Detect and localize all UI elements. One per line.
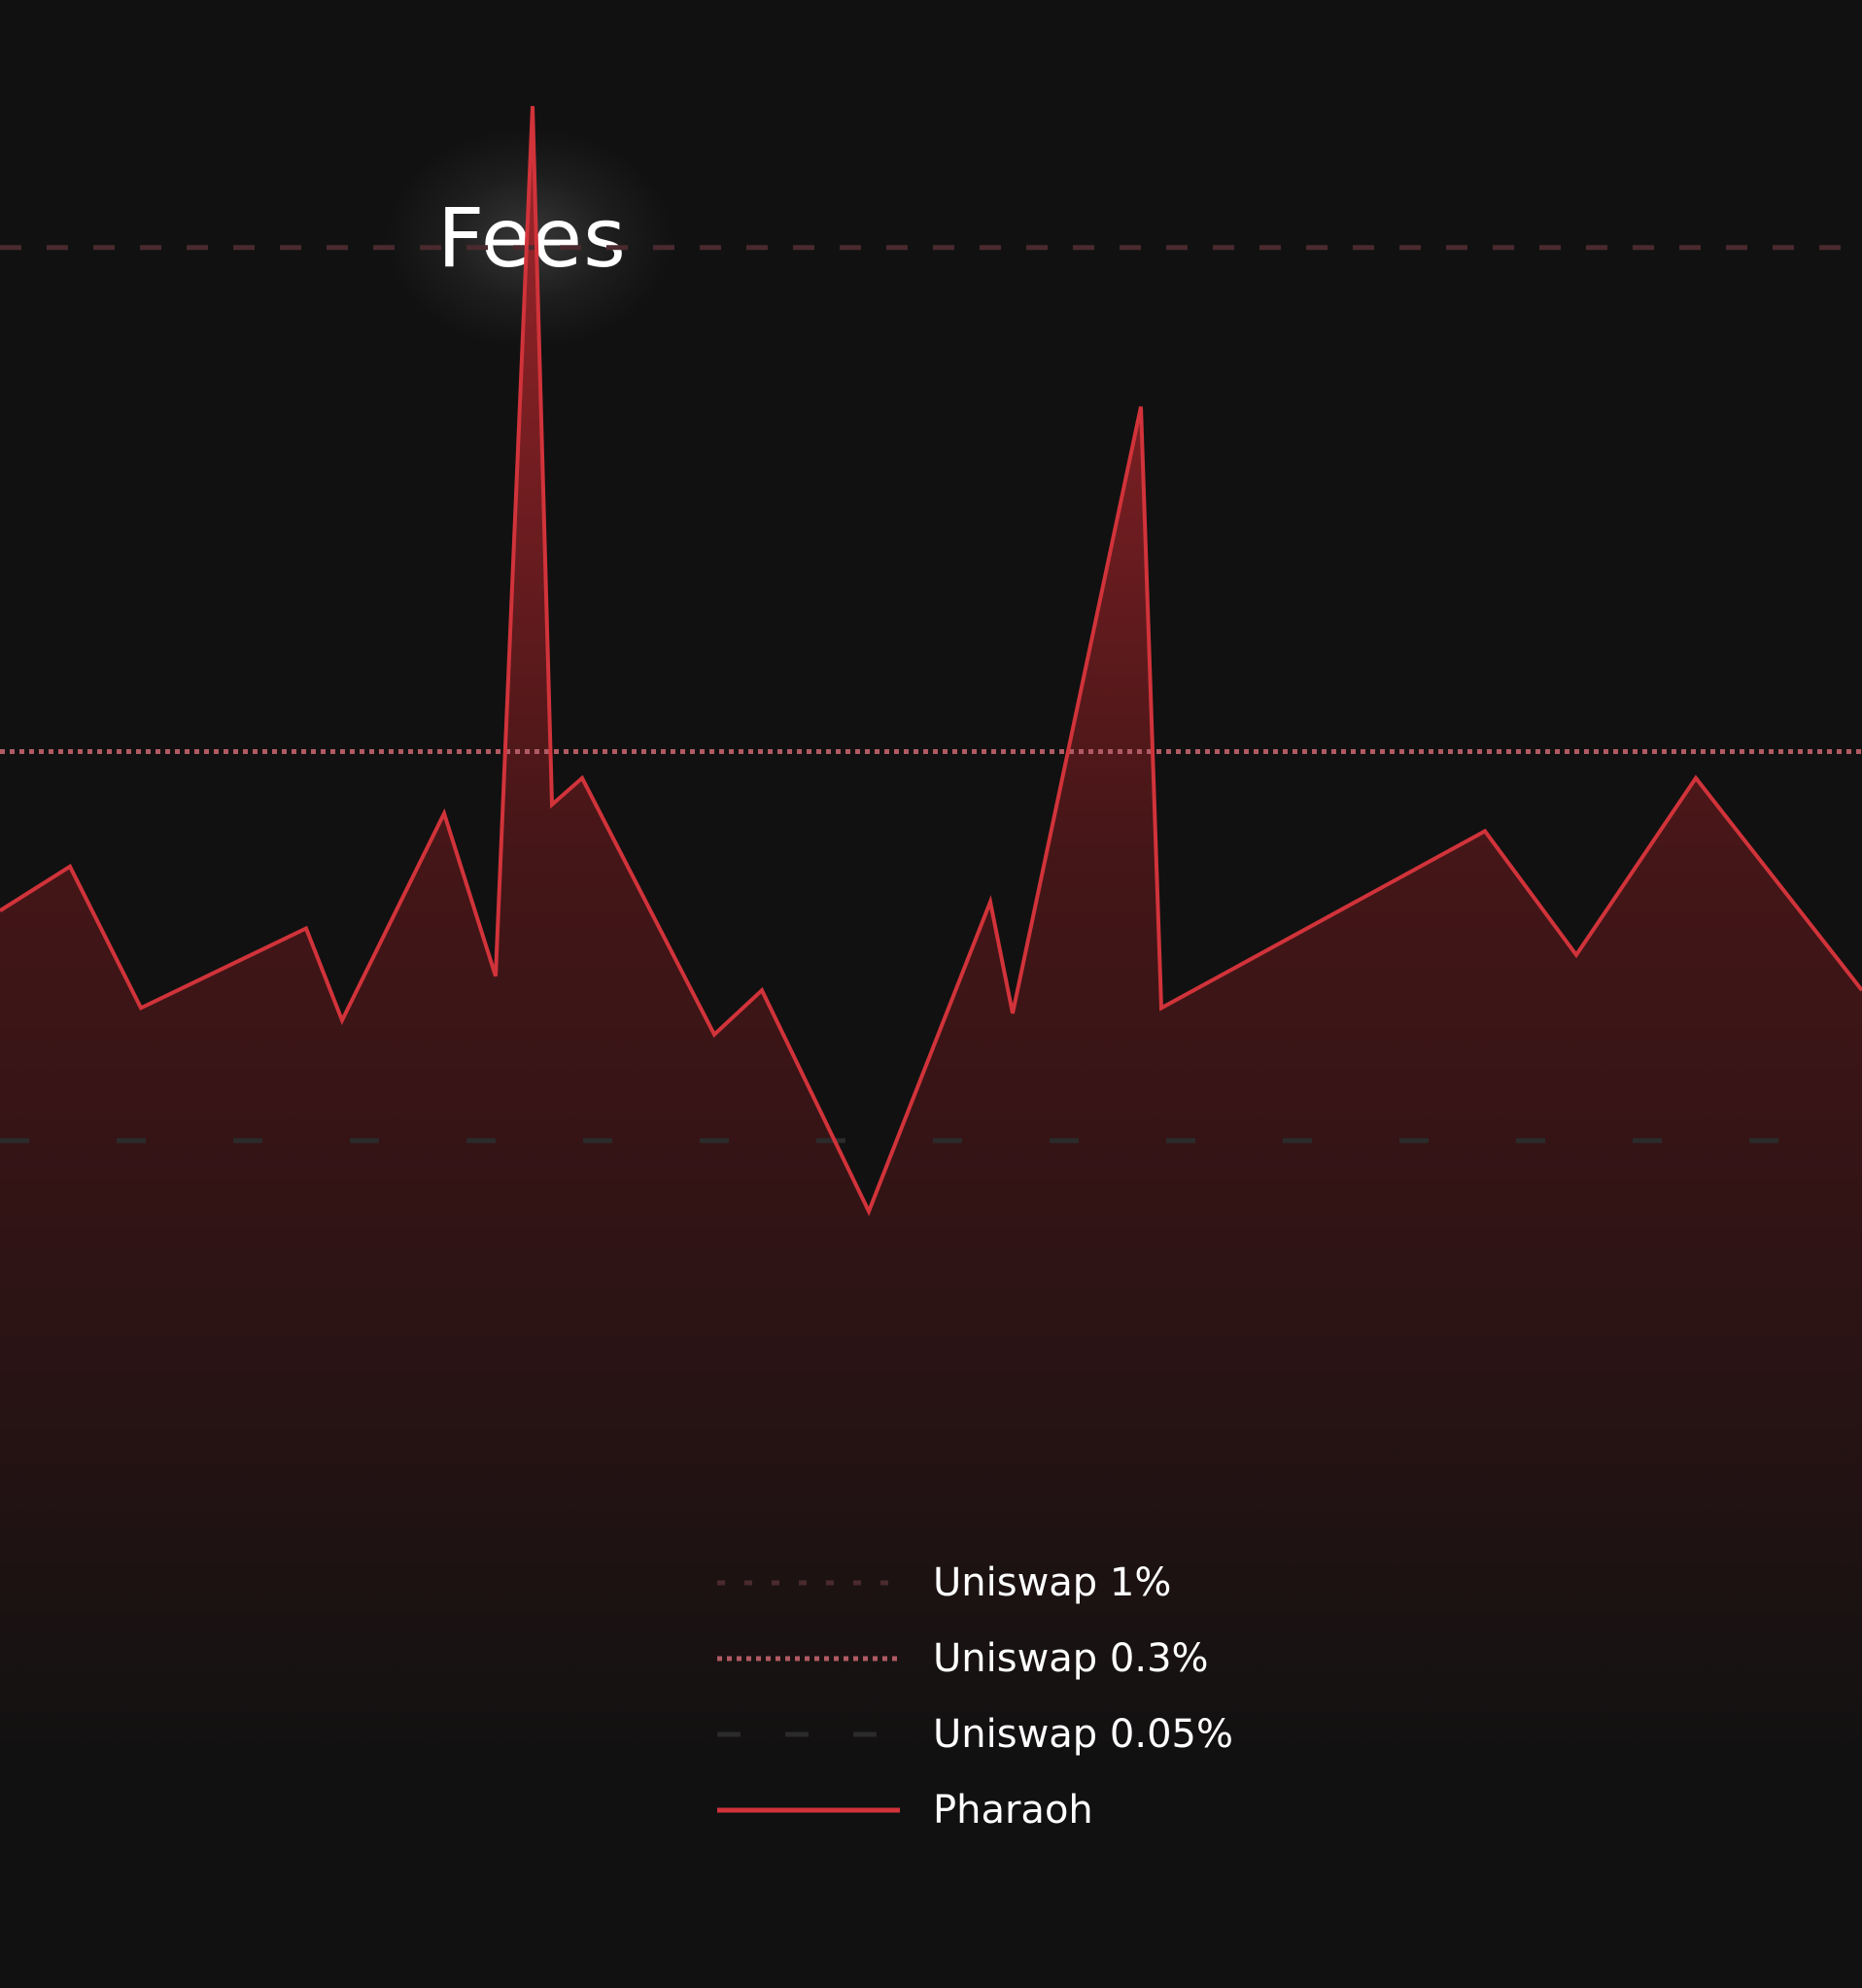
- legend: Uniswap 1% Uniswap 0.3% Uniswap 0.05% Ph…: [717, 1545, 1233, 1848]
- legend-item-uniswap-1: Uniswap 1%: [717, 1545, 1233, 1621]
- legend-label: Uniswap 1%: [933, 1560, 1172, 1605]
- legend-item-uniswap-0-05: Uniswap 0.05%: [717, 1697, 1233, 1772]
- legend-swatch-dashed: [717, 1580, 900, 1586]
- legend-label: Pharaoh: [933, 1788, 1093, 1833]
- legend-item-pharaoh: Pharaoh: [717, 1772, 1233, 1848]
- legend-label: Uniswap 0.05%: [933, 1712, 1233, 1757]
- legend-swatch-long-dashed: [717, 1731, 900, 1737]
- legend-item-uniswap-0-3: Uniswap 0.3%: [717, 1621, 1233, 1697]
- pharaoh-area: [0, 106, 1862, 1769]
- legend-swatch-dotted: [717, 1656, 900, 1662]
- legend-swatch-solid: [717, 1807, 900, 1813]
- pharaoh-line: [0, 106, 1862, 1217]
- legend-label: Uniswap 0.3%: [933, 1636, 1209, 1681]
